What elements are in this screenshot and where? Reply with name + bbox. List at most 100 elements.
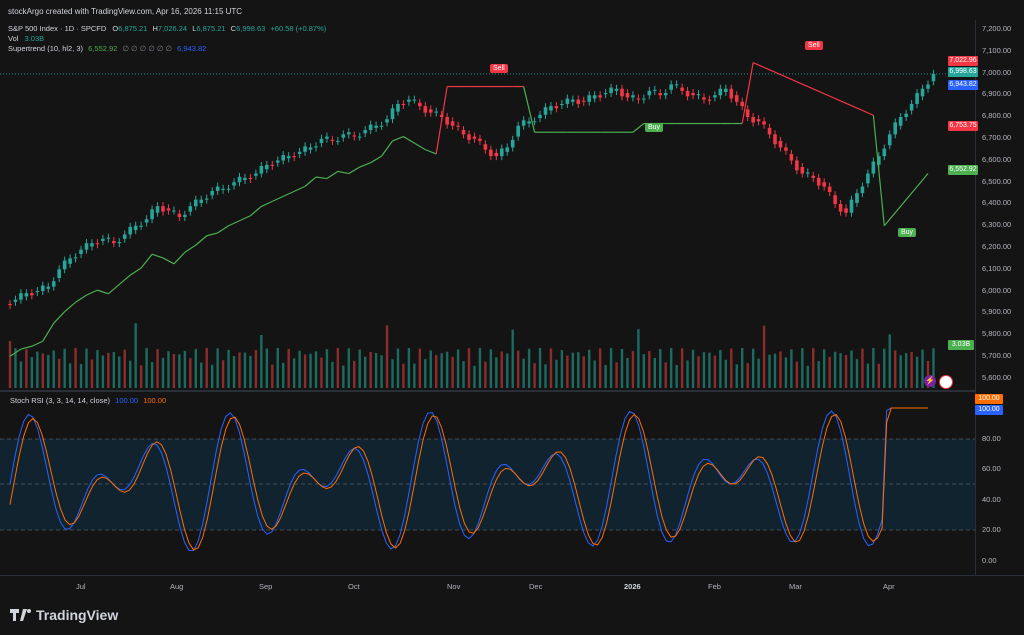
candle-body xyxy=(713,95,717,98)
price-axis-border xyxy=(975,20,976,575)
supertrend-label[interactable]: Supertrend (10, hl2, 3) xyxy=(8,44,84,53)
candle-body xyxy=(112,240,116,244)
candle-body xyxy=(445,117,449,125)
stoch-rsi-label[interactable]: Stoch RSI (3, 3, 14, 14, close) xyxy=(10,396,111,405)
volume-bar xyxy=(25,349,28,388)
volume-bar xyxy=(68,363,72,388)
volume-bar xyxy=(418,348,422,388)
buy-signal-badge: Buy xyxy=(898,228,917,237)
candle-body xyxy=(816,177,821,186)
supertrend-line xyxy=(140,253,153,269)
candle-body xyxy=(614,88,619,91)
close-value: 6,998.63 xyxy=(236,24,266,33)
candle-body xyxy=(767,127,772,135)
volume-bar xyxy=(303,354,307,388)
supertrend-line xyxy=(20,345,33,350)
volume-bar xyxy=(795,361,799,388)
supertrend-line xyxy=(392,136,404,142)
candle-body xyxy=(833,195,837,204)
volume-bar xyxy=(719,350,722,388)
volume-bar xyxy=(921,349,924,388)
supertrend-line xyxy=(359,162,371,168)
time-axis-label: Dec xyxy=(529,582,543,591)
candle-body xyxy=(385,119,389,123)
candle-body xyxy=(505,147,510,152)
candle-body xyxy=(674,84,679,86)
us-flag-icon[interactable] xyxy=(939,375,953,389)
volume-bar xyxy=(150,362,154,388)
volume-bar xyxy=(30,357,34,388)
candle-body xyxy=(117,242,122,244)
candle-body xyxy=(374,125,378,128)
candle-body xyxy=(139,225,143,227)
volume-bar xyxy=(691,349,695,388)
volume-bar xyxy=(221,360,225,388)
candle-body xyxy=(778,140,783,148)
candle-body xyxy=(46,286,51,289)
candle-body xyxy=(281,155,286,161)
supertrend-line xyxy=(129,267,142,276)
candle-body xyxy=(805,172,810,174)
candle-body xyxy=(472,136,477,139)
volume-bar xyxy=(735,364,738,388)
supertrend-line xyxy=(217,225,229,234)
supertrend-line xyxy=(107,284,120,295)
volume-bar xyxy=(478,348,482,388)
candle-body xyxy=(226,188,231,190)
candle-body xyxy=(101,238,105,241)
volume-bar xyxy=(533,363,536,388)
volume-bar xyxy=(822,349,826,388)
volume-bar xyxy=(631,351,635,388)
volume-bar xyxy=(566,355,569,388)
candle-body xyxy=(822,182,826,187)
supertrend-line xyxy=(282,190,295,197)
candle-body xyxy=(57,269,61,278)
volume-bar xyxy=(358,349,361,388)
volume-bar xyxy=(63,348,66,388)
supertrend-line xyxy=(304,176,317,187)
candle-body xyxy=(297,151,302,154)
volume-bar xyxy=(129,360,132,388)
candle-body xyxy=(90,243,94,247)
volume-bar xyxy=(282,362,285,388)
supertrend-line xyxy=(796,81,809,88)
supertrend-line xyxy=(414,142,426,151)
candle-body xyxy=(51,281,56,287)
candle-body xyxy=(133,225,138,231)
volume-bar xyxy=(41,353,44,388)
volume-bar xyxy=(391,359,394,388)
candle-body xyxy=(587,95,592,102)
candle-body xyxy=(336,140,340,142)
lightning-icon[interactable]: ⚡ xyxy=(924,375,936,387)
volume-bar xyxy=(888,334,891,388)
supertrend-line xyxy=(326,170,339,180)
chart-legend: S&P 500 Index · 1D · SPCFD O6,875.21 H7,… xyxy=(8,24,326,54)
volume-bar xyxy=(620,348,624,388)
volume-bar xyxy=(380,355,383,388)
symbol-label[interactable]: S&P 500 Index · 1D · SPCFD xyxy=(8,24,107,33)
price-axis-label: 6,700.00 xyxy=(982,133,1012,142)
supertrend-line xyxy=(261,200,273,207)
tradingview-logo[interactable]: TradingView xyxy=(10,607,118,623)
volume-bar xyxy=(680,348,684,388)
candle-body xyxy=(494,152,499,157)
time-axis-label: Nov xyxy=(447,582,461,591)
volume-bar xyxy=(484,361,487,388)
volume-bar xyxy=(101,355,105,388)
rsi-axis-label: 40.00 xyxy=(982,495,1001,504)
supertrend-line xyxy=(425,149,437,155)
candle-body xyxy=(827,186,832,193)
candle-body xyxy=(696,94,701,96)
volume-bar xyxy=(555,359,558,388)
volume-bar xyxy=(52,350,55,388)
candle-body xyxy=(603,93,608,95)
candle-body xyxy=(73,257,78,259)
supertrend-line xyxy=(162,257,175,265)
candle-body xyxy=(62,260,67,270)
candle-body xyxy=(412,99,417,101)
volume-bar xyxy=(118,356,121,388)
change-value: +60.58 (+0.87%) xyxy=(270,24,327,33)
volume-bar xyxy=(440,353,443,388)
candle-body xyxy=(844,208,848,213)
